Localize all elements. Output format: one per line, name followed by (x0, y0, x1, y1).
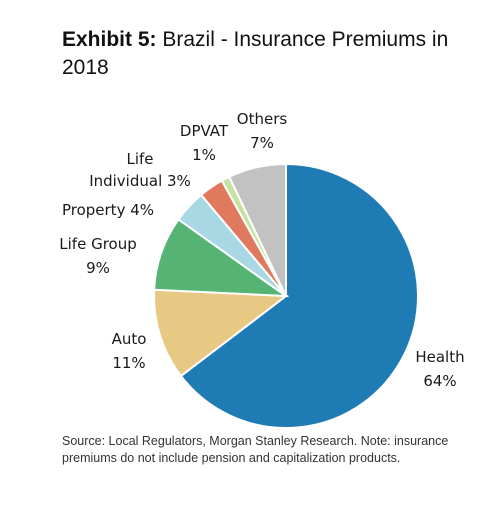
label-dpvat-name: DPVAT (180, 122, 229, 140)
label-dpvat: DPVAT 1% (180, 122, 229, 164)
label-health: Health 64% (415, 348, 464, 390)
label-life-group-value: 9% (86, 259, 110, 277)
label-dpvat-value: 1% (192, 146, 216, 164)
label-others-value: 7% (250, 134, 274, 152)
label-health-name: Health (415, 348, 464, 366)
label-life-individual-line2: Individual 3% (89, 172, 191, 190)
title-text: Brazil - Insurance Premiums in 2018 (62, 28, 449, 79)
label-others: Others 7% (237, 110, 288, 152)
label-auto-name: Auto (112, 330, 147, 348)
chart-title: Exhibit 5: Brazil - Insurance Premiums i… (62, 26, 462, 82)
exhibit-number: Exhibit 5: (62, 28, 157, 51)
slice-auto (153, 288, 289, 378)
label-auto: Auto 11% (112, 330, 147, 372)
label-life-individual-value: 3% (167, 172, 191, 190)
label-life-group: Life Group 9% (59, 235, 136, 277)
source-note: Source: Local Regulators, Morgan Stanley… (62, 434, 449, 465)
label-property-value: 4% (130, 201, 154, 219)
pie-chart: Health 64% Auto 11% Life Group 9% Proper… (59, 110, 465, 429)
label-auto-value: 11% (112, 354, 145, 372)
label-health-value: 64% (423, 372, 456, 390)
slice-health (179, 162, 419, 429)
label-property-text: Property 4% (62, 201, 154, 219)
label-others-name: Others (237, 110, 288, 128)
label-property: Property 4% (62, 201, 154, 219)
label-life-individual-line1: Life (126, 150, 153, 168)
label-life-individual: Life Individual 3% (89, 150, 191, 190)
label-property-name: Property (62, 201, 126, 219)
pie-slices (153, 162, 419, 429)
slice-others (227, 162, 287, 297)
label-life-group-name: Life Group (59, 235, 136, 253)
